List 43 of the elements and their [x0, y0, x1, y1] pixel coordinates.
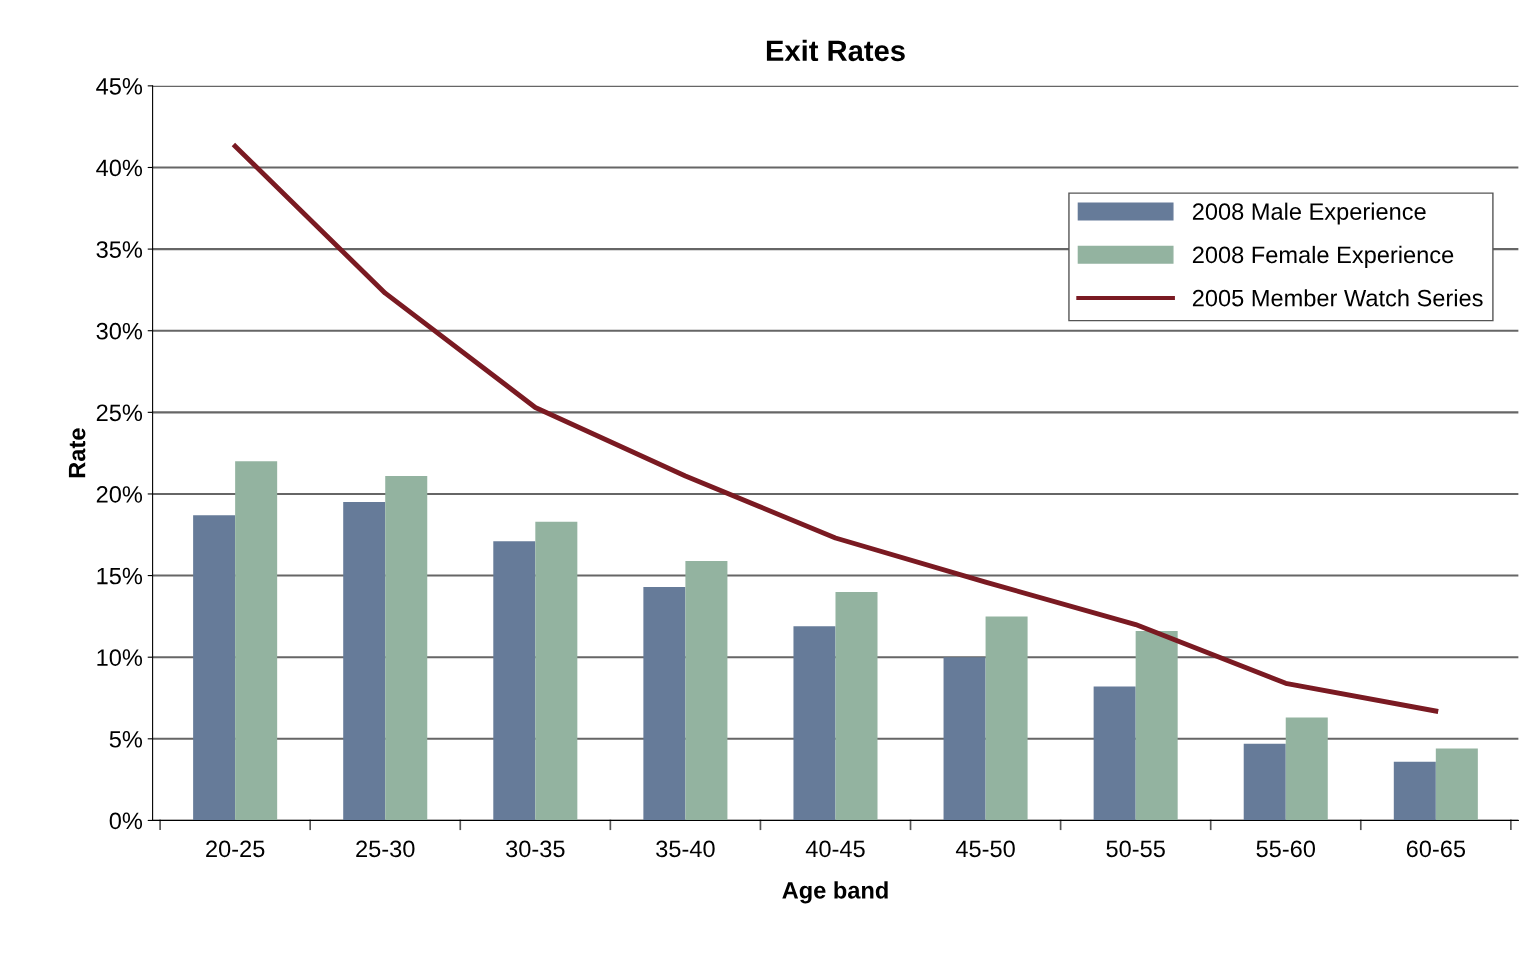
bar [1243, 743, 1286, 821]
y-tick-label: 0% [109, 812, 143, 830]
y-tick-label: 20% [96, 486, 143, 503]
bar [1285, 717, 1328, 821]
bar [643, 587, 686, 821]
bar [685, 560, 728, 821]
y-tick-label: 15% [97, 567, 143, 585]
x-tick-label: 55-60 [1256, 840, 1316, 858]
bar [193, 515, 236, 821]
bar [385, 476, 428, 821]
y-tick-label: 45% [96, 78, 143, 95]
y-tick-label: 10% [97, 649, 143, 666]
y-tick-label: 40% [96, 159, 143, 177]
bar [535, 521, 578, 821]
bar [235, 461, 278, 821]
y-tick-label: 5% [109, 730, 143, 748]
x-tick-label: 20-25 [206, 840, 265, 858]
x-tick-label: 25-30 [356, 840, 415, 858]
legend-label: 2008 Male Experience [1192, 202, 1426, 225]
bar [835, 591, 878, 821]
x-tick-label: 35-40 [656, 840, 715, 858]
y-axis-title: Rate [68, 428, 86, 478]
bar [943, 657, 986, 821]
bar [985, 616, 1028, 821]
x-axis-title: Age band [782, 881, 888, 904]
bar [1435, 748, 1478, 821]
bar [493, 541, 536, 821]
bar [1093, 686, 1136, 821]
bar [1393, 761, 1436, 821]
x-tick-label: 40-45 [805, 840, 865, 858]
x-tick-label: 30-35 [506, 840, 565, 858]
legend-label: 2008 Female Experience [1192, 245, 1454, 268]
y-tick-label: 25% [96, 404, 143, 422]
chart-title: Exit Rates [766, 39, 905, 62]
x-tick-label: 45-50 [955, 840, 1015, 858]
y-tick-label: 30% [96, 322, 143, 340]
bar [1135, 631, 1178, 821]
x-tick-label: 60-65 [1406, 840, 1466, 858]
bar [343, 502, 386, 821]
y-tick-label: 35% [96, 241, 143, 258]
x-tick-label: 50-55 [1106, 840, 1165, 858]
bar [793, 626, 836, 821]
legend-label: 2005 Member Watch Series [1192, 289, 1483, 307]
